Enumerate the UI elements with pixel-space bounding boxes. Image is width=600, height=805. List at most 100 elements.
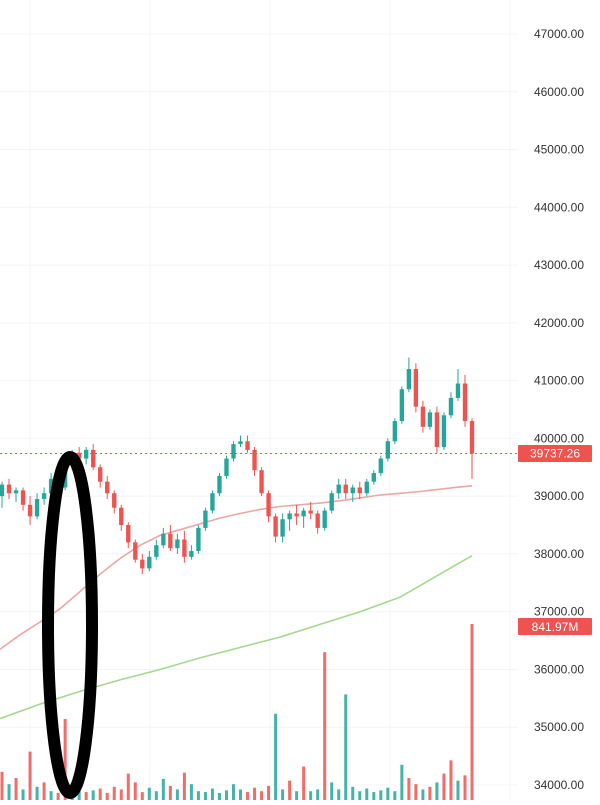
- candle-body: [119, 507, 124, 526]
- volume-bar: [372, 792, 376, 800]
- candle-body: [13, 490, 19, 494]
- volume-bar: [217, 792, 221, 800]
- ma-long-line: [0, 555, 473, 720]
- candle-body: [168, 533, 173, 549]
- y-tick-label: 47000.00: [534, 27, 584, 41]
- candle-body: [133, 542, 138, 560]
- y-tick-label: 35000.00: [534, 720, 584, 734]
- candle-body: [112, 493, 117, 508]
- candles: [0, 357, 475, 575]
- candle-body: [126, 525, 131, 543]
- y-tick-label: 42000.00: [534, 316, 584, 330]
- volume-bar: [49, 791, 53, 800]
- volume-bar: [295, 791, 299, 800]
- volume-bar: [77, 791, 81, 800]
- candle-body: [462, 383, 468, 422]
- volume-bar: [386, 787, 390, 800]
- candle-body: [434, 412, 440, 448]
- candle-body: [259, 470, 264, 494]
- candle-body: [322, 510, 327, 528]
- volume-bar: [224, 790, 228, 800]
- volume-bar: [449, 760, 453, 800]
- candle-body: [336, 484, 341, 494]
- volume-bar: [56, 792, 60, 800]
- volume-bar: [456, 780, 460, 800]
- ma-short-line: [0, 485, 473, 650]
- volume-bar: [35, 786, 39, 800]
- volume-bar: [182, 772, 186, 800]
- volume-bar: [239, 789, 243, 800]
- candle-body: [385, 441, 390, 459]
- volume-bar: [189, 784, 193, 800]
- y-tick-label: 45000.00: [534, 143, 584, 157]
- candle-body: [20, 490, 26, 505]
- candle-body: [6, 484, 12, 494]
- volume-bar: [302, 766, 306, 800]
- volume-bar: [246, 792, 250, 800]
- last-price-marker-bg: [518, 445, 592, 463]
- y-tick-label: 37000.00: [534, 605, 584, 619]
- y-tick-label: 36000.00: [534, 662, 584, 676]
- volume-bar: [281, 789, 285, 800]
- volume-bars: [0, 624, 474, 800]
- candle-body: [294, 513, 299, 517]
- candle-body: [420, 406, 426, 427]
- candle-body: [224, 458, 229, 476]
- candle-body: [217, 475, 222, 494]
- volume-bar: [196, 791, 200, 800]
- candle-body: [41, 493, 47, 500]
- volume-marker-bg: [518, 618, 592, 635]
- volume-bar: [14, 778, 18, 800]
- volume-bar: [203, 792, 207, 800]
- volume-bar: [147, 787, 151, 800]
- candle-body: [182, 539, 187, 557]
- volume-bar: [105, 792, 109, 800]
- candle-body: [203, 510, 208, 528]
- candle-body: [315, 513, 320, 528]
- volume-bar: [379, 790, 383, 800]
- volume-bar: [210, 788, 214, 800]
- volume-bar: [400, 764, 404, 800]
- volume-bar: [309, 791, 313, 800]
- volume-bar: [288, 780, 292, 800]
- last-price-marker: 39737.26: [518, 445, 592, 463]
- candle-body: [91, 449, 96, 468]
- candle-body: [161, 533, 166, 546]
- candle-body: [441, 415, 447, 448]
- volume-bar: [421, 789, 425, 800]
- volume-bar: [112, 786, 116, 800]
- candle-body: [140, 559, 145, 569]
- candle-body: [105, 481, 110, 494]
- y-tick-label: 44000.00: [534, 200, 584, 214]
- candle-body: [147, 556, 152, 569]
- candle-body: [371, 473, 376, 482]
- candle-body: [448, 397, 454, 416]
- candle-body: [84, 449, 89, 459]
- volume-bar: [351, 786, 355, 800]
- volume-marker: 841.97M: [518, 618, 592, 635]
- candle-body: [427, 412, 433, 427]
- volume-bar: [470, 624, 474, 800]
- candle-body: [266, 493, 271, 517]
- candle-body: [413, 369, 419, 407]
- candle-body: [329, 493, 334, 511]
- moving-averages: [0, 485, 473, 720]
- volume-bar: [154, 791, 158, 800]
- volume-bar: [323, 652, 327, 800]
- volume-bar: [21, 789, 25, 800]
- volume-bar: [140, 792, 144, 800]
- volume-bar: [161, 778, 165, 800]
- candle-body: [231, 444, 236, 459]
- volume-bar: [119, 789, 123, 800]
- volume-bar: [435, 782, 439, 800]
- volume-bar: [42, 782, 46, 800]
- volume-bar: [316, 789, 320, 800]
- volume-bar: [344, 694, 348, 800]
- y-tick-label: 46000.00: [534, 85, 584, 99]
- candle-body: [280, 519, 285, 537]
- candle-body: [175, 539, 180, 549]
- last-price-label: 39737.26: [530, 447, 580, 461]
- volume-bar: [337, 789, 341, 800]
- candle-body: [308, 510, 313, 514]
